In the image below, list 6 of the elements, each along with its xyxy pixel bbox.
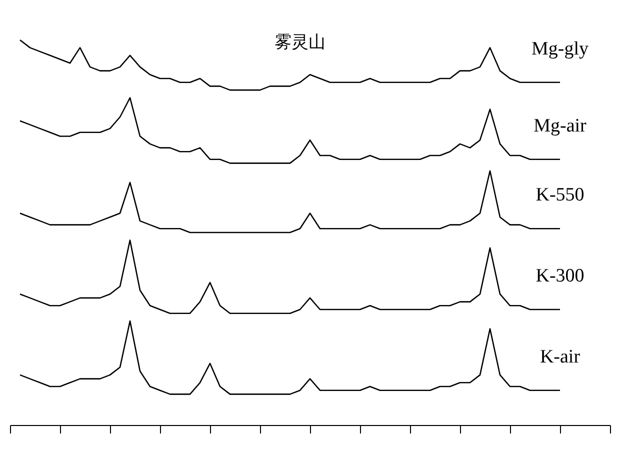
series-label: Mg-air	[534, 115, 588, 136]
series-label: K-550	[536, 184, 584, 206]
series-label: K-300	[536, 266, 584, 286]
chart-title: 雾灵山	[274, 32, 326, 52]
series-label: Mg-gly	[532, 38, 589, 60]
series-label: K-air	[540, 346, 581, 368]
